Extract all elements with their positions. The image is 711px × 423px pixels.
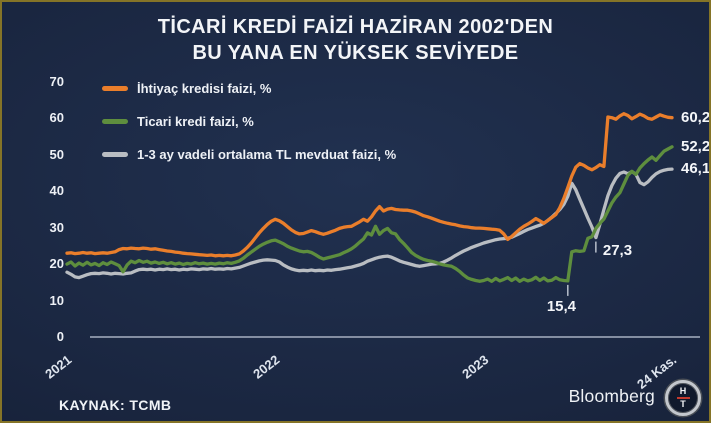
legend: İhtiyaç kredisi faizi, % Ticari kredi fa…: [102, 80, 396, 179]
y-tick-30: 30: [49, 219, 64, 235]
badge-letter-t: T: [680, 399, 686, 410]
end-label-series-2: 46,1: [681, 160, 711, 178]
bloomberg-logo: Bloomberg: [568, 386, 655, 406]
source-label: KAYNAK: TCMB: [59, 397, 172, 413]
legend-item-ihtiyac: İhtiyaç kredisi faizi, %: [102, 80, 396, 97]
end-label-series-1: 52,2: [681, 137, 711, 155]
y-tick-20: 20: [49, 256, 64, 272]
badge-red-bar: [676, 396, 690, 400]
title-line-2: BU YANA EN YÜKSEK SEVİYEDE: [192, 42, 519, 64]
legend-item-ticari: Ticari kredi faizi, %: [102, 113, 396, 130]
legend-swatch-green-icon: [102, 119, 128, 124]
legend-label: 1-3 ay vadeli ortalama TL mevduat faizi,…: [137, 147, 397, 162]
y-tick-0: 0: [56, 329, 64, 344]
series-line-0: [65, 112, 674, 258]
end-label-series-0: 60,2: [681, 108, 711, 126]
page-title: TİCARİ KREDİ FAİZİ HAZİRAN 2002'DEN BU Y…: [2, 14, 709, 66]
badge-letter-h: H: [679, 385, 687, 396]
annotation-label-0: 15,4: [546, 297, 577, 315]
legend-label: Ticari kredi faizi, %: [137, 114, 254, 129]
legend-swatch-orange-icon: [102, 86, 128, 91]
annotation-label-1: 27,3: [602, 241, 633, 259]
y-tick-50: 50: [49, 146, 64, 162]
y-tick-60: 60: [49, 110, 64, 126]
bloomberg-ht-badge-icon: H T: [665, 380, 701, 416]
legend-swatch-gray-icon: [102, 152, 128, 157]
series-line-2: [65, 167, 674, 280]
title-line-1: TİCARİ KREDİ FAİZİ HAZİRAN 2002'DEN: [157, 16, 554, 38]
series-line-1: [65, 145, 674, 283]
legend-label: İhtiyaç kredisi faizi, %: [137, 81, 272, 96]
y-tick-10: 10: [49, 292, 64, 308]
y-tick-70: 70: [49, 74, 64, 89]
legend-item-mevduat: 1-3 ay vadeli ortalama TL mevduat faizi,…: [102, 146, 396, 163]
y-tick-40: 40: [49, 183, 64, 199]
